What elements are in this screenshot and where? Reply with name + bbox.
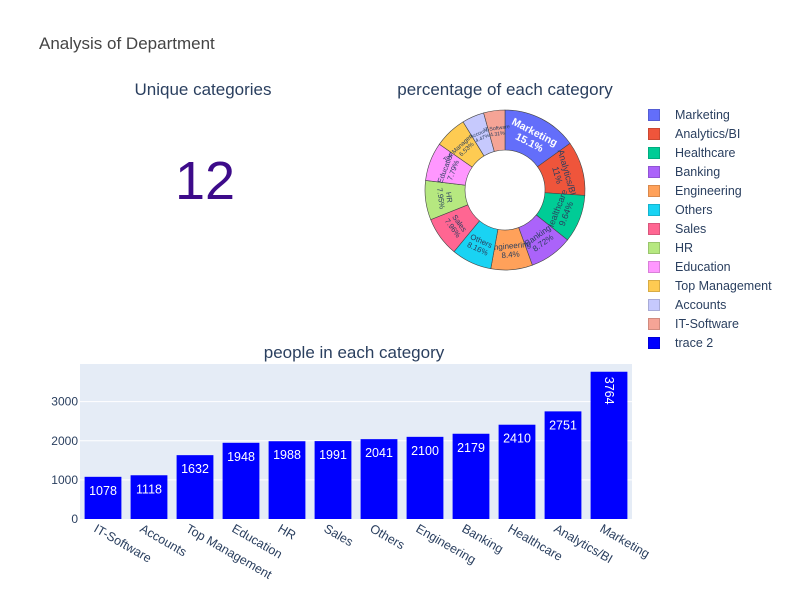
bar-value-label: 3764 xyxy=(602,377,616,405)
y-tick-label: 3000 xyxy=(51,395,78,409)
indicator-title: Unique categories xyxy=(134,80,272,99)
legend-swatch xyxy=(648,260,660,273)
legend-item-trace-2[interactable]: trace 2 xyxy=(648,333,772,352)
pie-title: percentage of each category xyxy=(397,80,613,99)
legend: Marketing Analytics/BI Healthcare Banking En… xyxy=(648,105,772,352)
indicator-value: 12 xyxy=(174,151,236,211)
legend-item-banking[interactable]: Banking xyxy=(648,162,772,181)
legend-label: Banking xyxy=(675,164,721,179)
legend-item-sales[interactable]: Sales xyxy=(648,219,772,238)
legend-label: Accounts xyxy=(675,297,727,312)
legend-swatch xyxy=(648,317,660,330)
x-tick-label: Sales xyxy=(322,521,356,549)
bar-education xyxy=(222,442,260,519)
legend-swatch xyxy=(648,222,660,235)
bar-sales xyxy=(314,441,352,519)
legend-label: Others xyxy=(675,202,713,217)
legend-item-accounts[interactable]: Accounts xyxy=(648,295,772,314)
legend-item-top-management[interactable]: Top Management xyxy=(648,276,772,295)
bar-value-label: 1988 xyxy=(273,448,301,462)
legend-item-healthcare[interactable]: Healthcare xyxy=(648,143,772,162)
bar-accounts xyxy=(130,475,168,519)
legend-swatch xyxy=(648,279,660,292)
legend-swatch xyxy=(648,298,660,311)
bar-value-label: 2410 xyxy=(503,432,531,446)
legend-swatch xyxy=(648,146,660,159)
legend-item-engineering[interactable]: Engineering xyxy=(648,181,772,200)
bar-plot-background xyxy=(80,364,632,519)
legend-swatch xyxy=(648,165,660,178)
legend-item-marketing[interactable]: Marketing xyxy=(648,105,772,124)
legend-item-hr[interactable]: HR xyxy=(648,238,772,257)
y-tick-label: 2000 xyxy=(51,434,78,448)
legend-label: Marketing xyxy=(675,107,730,122)
legend-label: Engineering xyxy=(675,183,742,198)
legend-item-others[interactable]: Others xyxy=(648,200,772,219)
legend-label: Sales xyxy=(675,221,707,236)
legend-label: Education xyxy=(675,259,731,274)
bar-top-management xyxy=(176,455,214,519)
bar-value-label: 1078 xyxy=(89,484,117,498)
y-tick-label: 0 xyxy=(71,512,78,526)
legend-label: trace 2 xyxy=(675,335,714,350)
bar-engineering xyxy=(406,436,444,519)
bar-value-label: 2041 xyxy=(365,446,393,460)
bar-others xyxy=(360,439,398,519)
bar-value-label: 2100 xyxy=(411,444,439,458)
legend-label: Top Management xyxy=(675,278,772,293)
legend-swatch xyxy=(648,336,660,349)
legend-label: Analytics/BI xyxy=(675,126,741,141)
bar-it-software xyxy=(84,476,122,519)
bar-value-label: 1118 xyxy=(136,482,162,496)
legend-item-it-software[interactable]: IT-Software xyxy=(648,314,772,333)
x-tick-label: Others xyxy=(368,521,407,552)
bar-marketing xyxy=(590,371,628,519)
bar-hr xyxy=(268,441,306,519)
legend-label: IT-Software xyxy=(675,316,739,331)
figure-title: Analysis of Department xyxy=(39,34,215,53)
bar-value-label: 2751 xyxy=(549,418,577,432)
legend-swatch xyxy=(648,108,660,121)
bar-value-label: 1632 xyxy=(181,462,209,476)
legend-swatch xyxy=(648,184,660,197)
bar-value-label: 1991 xyxy=(319,448,347,462)
x-tick-label: HR xyxy=(276,521,299,542)
legend-label: Healthcare xyxy=(675,145,736,160)
legend-label: HR xyxy=(675,240,694,255)
bar-value-label: 2179 xyxy=(457,441,485,455)
bar-title: people in each category xyxy=(263,343,445,362)
bar-analytics-bi xyxy=(544,411,582,519)
bar-healthcare xyxy=(498,424,536,519)
legend-swatch xyxy=(648,241,660,254)
y-tick-label: 1000 xyxy=(51,473,78,487)
legend-item-analytics-bi[interactable]: Analytics/BI xyxy=(648,124,772,143)
x-tick-label: Top Management xyxy=(184,521,275,582)
legend-swatch xyxy=(648,127,660,140)
bar-value-label: 1948 xyxy=(227,450,255,464)
bar-banking xyxy=(452,433,490,519)
legend-swatch xyxy=(648,203,660,216)
legend-item-education[interactable]: Education xyxy=(648,257,772,276)
